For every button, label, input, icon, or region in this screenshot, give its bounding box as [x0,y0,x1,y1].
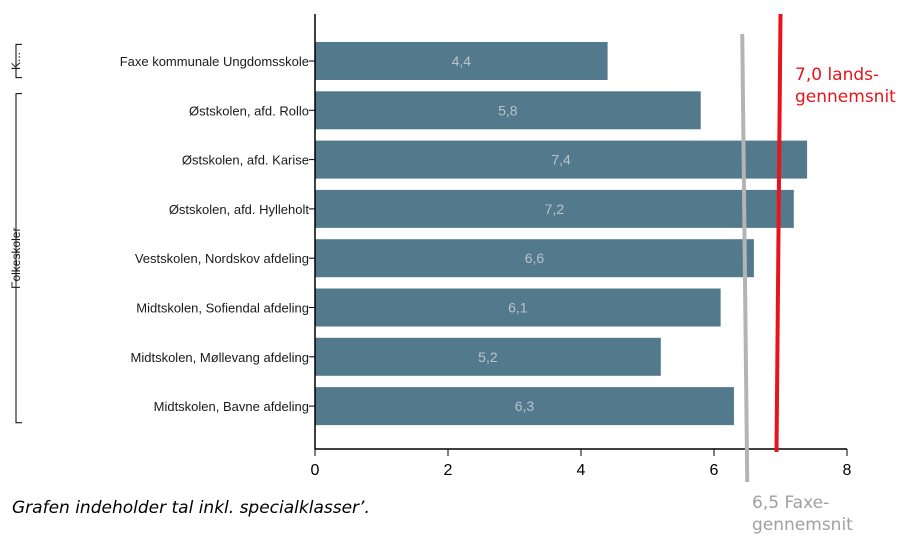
bar-value-label: 5,2 [478,349,498,365]
x-tick-label: 0 [311,462,320,479]
y-tick-label: Midtskolen, Bavne afdeling [154,399,309,414]
y-tick-label: Midtskolen, Møllevang afdeling [131,350,309,365]
group-brackets-layer: K... Folkeskoler [9,43,23,424]
faxe-average-line2: gennemsnit [752,515,853,535]
bar-value-label: 5,8 [498,102,518,118]
bar [315,189,794,228]
faxe-average-line [740,33,750,483]
national-average-line1: 7,0 lands- [795,65,880,85]
bar-value-label: 4,4 [452,53,472,69]
x-tick-label: 8 [843,462,852,479]
faxe-average-line1: 6,5 Faxe- [752,493,830,513]
x-tick-label: 2 [444,462,453,479]
y-tick-label: Østskolen, afd. Karise [182,153,309,168]
y-tick-label: Midtskolen, Sofiendal afdeling [136,301,309,316]
bar [315,288,721,327]
bar-value-label: 6,6 [525,250,545,266]
x-tick-label: 6 [710,462,719,479]
chart-footnote: Grafen indeholder tal inkl. specialklass… [12,498,370,518]
national-average-line2: gennemsnit [795,87,896,107]
y-tick-label: Østskolen, afd. Rollo [189,103,309,118]
group-label: Folkeskoler [9,228,23,289]
group-label: K... [9,52,23,70]
reference-lines-layer [740,13,783,483]
bar-value-label: 7,4 [551,152,571,168]
bar-value-label: 7,2 [545,201,565,217]
y-tick-label: Østskolen, afd. Hylleholt [169,202,310,217]
y-tick-label: Faxe kommunale Ungdomsskole [120,54,309,69]
bar [315,42,608,80]
bar [315,91,701,130]
bar-value-label: 6,1 [508,300,528,316]
y-tick-label: Vestskolen, Nordskov afdeling [135,251,309,266]
faxe-average-annotation: 6,5 Faxe- gennemsnit [752,492,853,536]
national-average-line [774,13,783,453]
group-bracket [15,93,22,424]
bar-value-label: 6,3 [515,398,535,414]
bar [315,239,754,278]
bars-layer: 4,4 5,8 7,4 7,2 6,6 6,1 5,2 6,3 [315,42,808,426]
bar [315,140,808,179]
axes-layer: Faxe kommunale Ungdomsskole Østskolen, af… [120,14,852,479]
bar [315,337,661,376]
bar [315,387,734,426]
x-tick-label: 4 [577,462,586,479]
group-bracket [15,43,22,79]
national-average-annotation: 7,0 lands- gennemsnit [795,64,896,108]
